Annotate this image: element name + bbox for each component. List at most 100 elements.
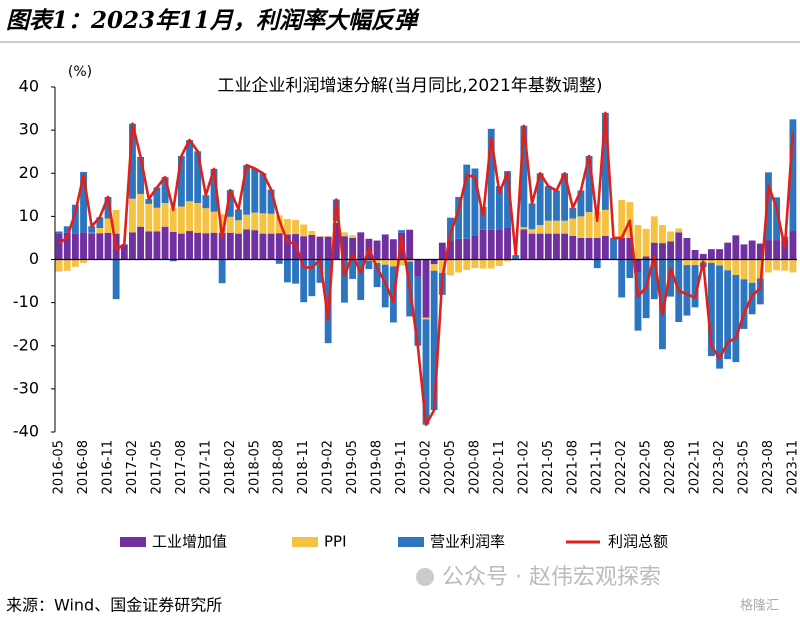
bar — [161, 226, 169, 260]
bar — [308, 234, 316, 260]
bar — [773, 259, 781, 271]
bar — [381, 259, 389, 265]
bar — [202, 233, 210, 260]
bar — [626, 237, 634, 260]
bar — [593, 259, 601, 269]
bar — [341, 236, 348, 260]
bar — [479, 229, 487, 260]
bar — [740, 279, 748, 329]
bar — [618, 237, 626, 260]
bar — [642, 256, 650, 260]
bar — [463, 259, 471, 270]
y-tick-label: 30 — [19, 120, 39, 139]
bar — [748, 259, 756, 283]
bar — [544, 233, 552, 260]
bar — [96, 233, 104, 260]
bar — [659, 243, 666, 260]
bar — [71, 233, 79, 260]
bar — [699, 253, 707, 260]
x-tick-label: 2018-08 — [272, 440, 287, 494]
bar — [561, 220, 569, 234]
bar — [365, 260, 373, 269]
bar — [202, 195, 210, 209]
bar — [691, 265, 699, 308]
bar — [528, 203, 536, 230]
bar — [553, 220, 560, 234]
bar — [169, 231, 177, 260]
bar — [389, 259, 397, 267]
bar — [765, 240, 772, 260]
bar — [667, 259, 675, 297]
bar — [716, 259, 723, 266]
bar — [332, 222, 340, 260]
bar — [683, 265, 691, 316]
bar — [186, 231, 193, 260]
x-tick-label: 2016-11 — [101, 440, 116, 494]
bar — [732, 275, 740, 363]
bar — [235, 220, 242, 234]
bar — [55, 231, 63, 234]
bar — [618, 259, 626, 298]
bar — [177, 206, 185, 234]
bar — [430, 270, 438, 411]
bar — [618, 199, 626, 238]
bar — [389, 239, 397, 260]
bar — [243, 229, 251, 260]
legend-swatch — [292, 537, 318, 547]
bar — [104, 196, 112, 219]
x-tick-label: 2021-02 — [516, 440, 531, 494]
legend-swatch — [398, 537, 424, 547]
bar — [528, 229, 536, 234]
bar — [243, 214, 251, 230]
bar — [659, 225, 666, 244]
y-tick-label: 0 — [29, 249, 39, 268]
bar — [495, 259, 503, 266]
y-tick-label: -10 — [13, 292, 39, 311]
x-tick-label: 2023-05 — [737, 440, 752, 494]
bar — [316, 236, 324, 260]
bar — [341, 232, 348, 237]
bar — [292, 219, 299, 235]
bar — [357, 259, 365, 301]
bar — [724, 270, 732, 360]
bar — [675, 232, 683, 260]
x-tick-label: 2019-11 — [394, 440, 409, 494]
bar — [137, 156, 145, 194]
bar — [218, 214, 226, 233]
x-tick-label: 2022-05 — [639, 440, 654, 494]
bar — [300, 259, 308, 303]
bar — [601, 209, 609, 236]
bar — [463, 164, 471, 239]
bar — [194, 232, 202, 260]
bar — [585, 156, 593, 213]
bar — [194, 203, 202, 233]
bar — [129, 198, 136, 233]
bar — [414, 276, 422, 346]
bar — [569, 235, 577, 260]
bar — [561, 233, 569, 260]
bar — [194, 151, 202, 204]
x-tick-label: 2021-08 — [565, 440, 580, 494]
bar — [593, 212, 601, 238]
source: 来源：Wind、国金证券研究所 — [6, 596, 222, 615]
bar — [544, 186, 552, 221]
bar — [145, 231, 153, 260]
bar — [447, 259, 454, 276]
bar — [740, 244, 748, 260]
bar — [789, 119, 797, 232]
bar — [536, 173, 544, 225]
bar — [512, 255, 520, 260]
bar — [71, 204, 79, 234]
bar — [422, 317, 430, 320]
bar — [153, 207, 161, 232]
legend-label: 利润总额 — [608, 533, 668, 551]
y-unit: (%) — [68, 64, 92, 80]
bar — [569, 218, 577, 236]
bar — [773, 197, 781, 241]
x-tick-label: 2018-02 — [223, 440, 238, 494]
bar — [447, 217, 454, 241]
bar — [341, 259, 348, 303]
bar — [88, 233, 96, 260]
bar — [169, 259, 177, 262]
